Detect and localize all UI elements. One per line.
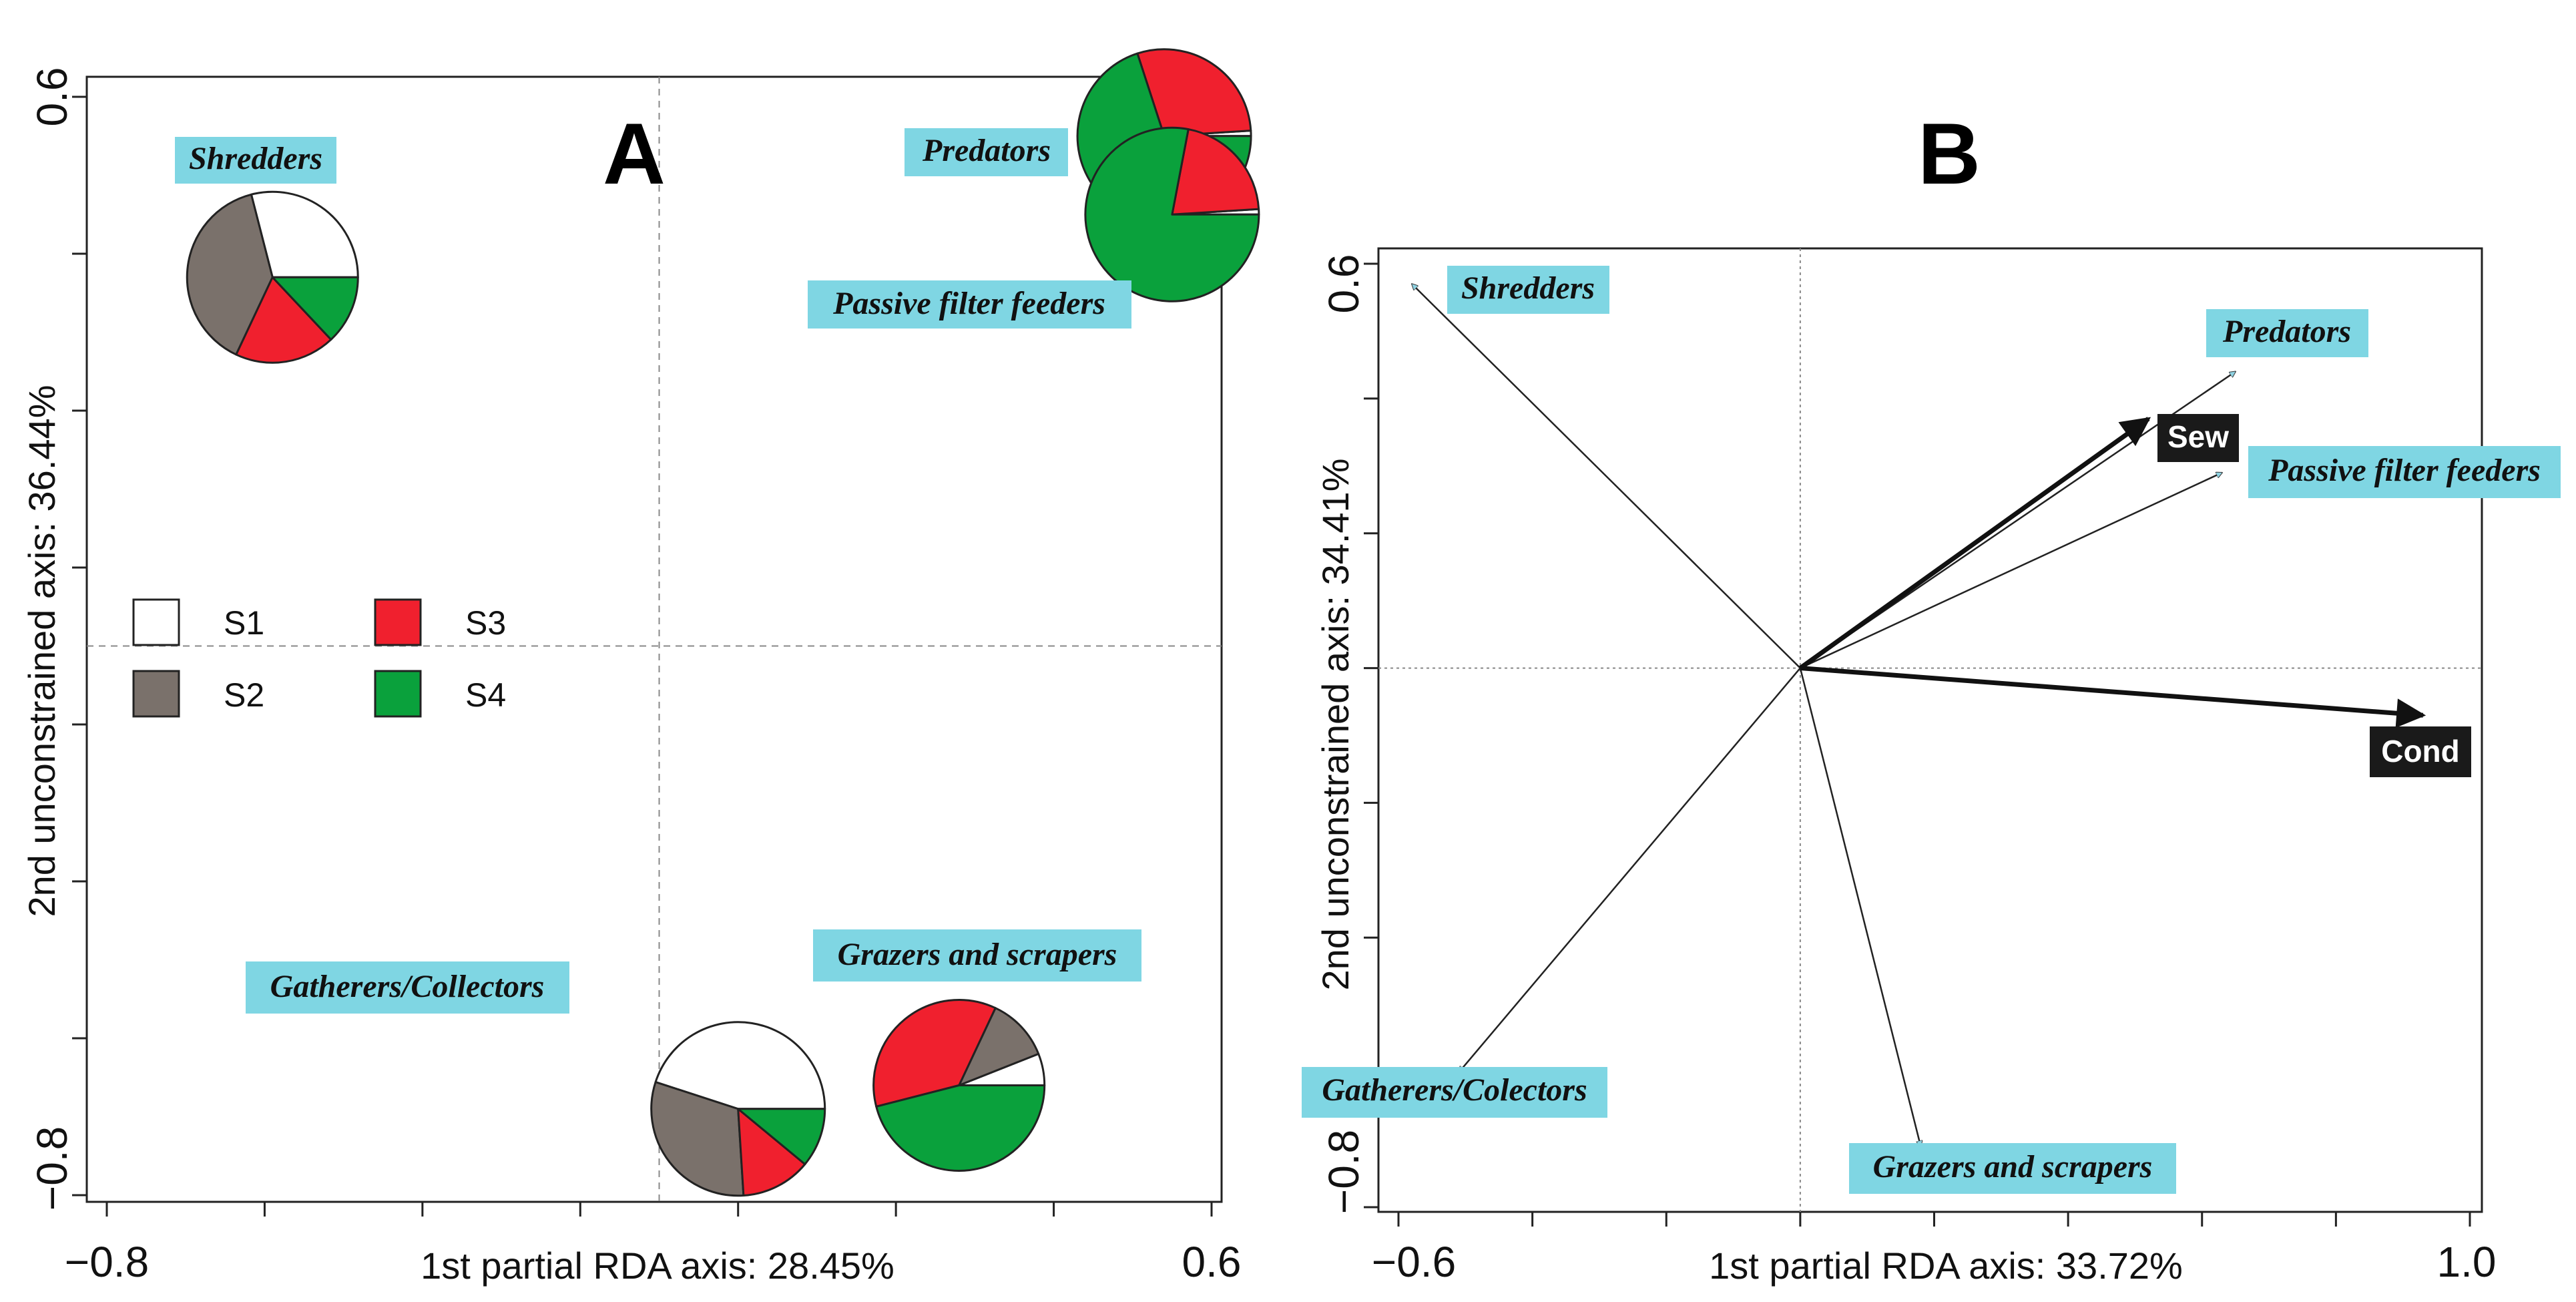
pie-slice-shredders-s4 xyxy=(271,276,359,341)
b-env-label-cond: Cond xyxy=(2370,726,2471,777)
pie-slice-gatherers-collectors-s3 xyxy=(737,1108,806,1197)
pie-shredders xyxy=(186,190,359,364)
pie-slice-predators-s3 xyxy=(1136,48,1252,138)
legend-label-s3: S3 xyxy=(465,604,506,642)
b-label-text-shredders: Shredders xyxy=(1461,270,1595,306)
pie-gatherers-collectors xyxy=(650,1021,826,1197)
b-env-text-cond: Cond xyxy=(2381,734,2460,769)
label-text-gatherers-collectors: Gatherers/Collectors xyxy=(270,969,545,1004)
pie-slice-grazers-and-scrapers-s3 xyxy=(872,999,997,1108)
b-env-bg-sew xyxy=(2157,414,2239,462)
arrow-env-sew xyxy=(1798,417,2151,670)
panel-a-y-tick-max: 0.6 xyxy=(28,67,76,127)
b-label-text-grazers-and-scrapers: Grazers and scrapers xyxy=(1873,1149,2153,1184)
legend-label-s4: S4 xyxy=(465,676,506,714)
panel-b-frame xyxy=(1377,247,2483,1213)
arrow-env-cond xyxy=(1800,666,2426,728)
panel-a: −0.8 0.6 0.6 −0.8 1st partial RDA axis: … xyxy=(21,48,1260,1287)
panel-a-frame xyxy=(85,75,1223,1203)
pie-slice-grazers-and-scrapers-s2 xyxy=(958,1007,1040,1086)
b-env-bg-cond xyxy=(2370,726,2471,777)
legend-swatch-s4 xyxy=(374,670,422,718)
b-label-bg-shredders xyxy=(1447,266,1609,314)
label-text-passive-filter-feeders: Passive filter feeders xyxy=(832,286,1105,321)
pie-slice-passive-filter-feeders-s4 xyxy=(1084,126,1260,302)
panel-b-y-tick-max: 0.6 xyxy=(1320,254,1368,314)
panel-a-x-tick-min: −0.8 xyxy=(65,1238,149,1286)
panel-b-x-axis-label: 1st partial RDA axis: 33.72% xyxy=(1709,1245,2183,1287)
b-label-bg-gatherers-colectors xyxy=(1302,1067,1607,1118)
label-gatherers-collectors: Gatherers/Collectors xyxy=(246,961,569,1014)
pie-slice-gatherers-collectors-s1 xyxy=(654,1021,826,1110)
pie-slice-passive-filter-feeders-s3 xyxy=(1171,128,1260,216)
b-label-text-predators: Predators xyxy=(2222,314,2351,349)
legend-label-s2: S2 xyxy=(224,676,264,714)
legend-label-s1: S1 xyxy=(224,604,264,642)
b-label-passive-filter-feeders: Passive filter feeders xyxy=(2248,446,2561,498)
panel-a-y-axis-label: 2nd unconstrained axis: 36.44% xyxy=(21,385,63,917)
pie-slice-shredders-s1 xyxy=(250,190,359,278)
label-text-shredders: Shredders xyxy=(189,141,322,176)
label-bg-passive-filter-feeders xyxy=(808,280,1131,329)
label-predators: Predators xyxy=(905,128,1068,176)
pie-slice-shredders-s2 xyxy=(186,193,274,356)
arrow-gatherers-colectors xyxy=(1459,667,1801,1073)
legend-swatch-s2 xyxy=(132,670,180,718)
pie-slice-grazers-and-scrapers-s4 xyxy=(875,1084,1046,1172)
label-bg-predators xyxy=(905,128,1068,176)
panel-b-title: B xyxy=(1918,105,1981,202)
legend-swatch-s3 xyxy=(374,598,422,646)
pie-slice-gatherers-collectors-s2 xyxy=(650,1081,745,1197)
b-label-text-gatherers-colectors: Gatherers/Colectors xyxy=(1322,1072,1587,1108)
label-grazers-and-scrapers: Grazers and scrapers xyxy=(813,929,1141,982)
b-label-predators: Predators xyxy=(2206,309,2368,357)
pie-passive-filter-feeders xyxy=(1084,126,1260,302)
legend: S1 S2 S3 S4 xyxy=(132,598,506,718)
b-label-text-passive-filter-feeders: Passive filter feeders xyxy=(2268,453,2541,488)
b-label-bg-passive-filter-feeders xyxy=(2248,446,2561,498)
b-label-bg-predators xyxy=(2206,309,2368,357)
b-env-text-sew: Sew xyxy=(2167,419,2229,454)
panel-b: −0.6 1.0 0.6 −0.8 1st partial RDA axis: … xyxy=(1302,105,2561,1287)
label-passive-filter-feeders: Passive filter feeders xyxy=(808,280,1131,329)
b-label-grazers-and-scrapers: Grazers and scrapers xyxy=(1849,1143,2176,1194)
pie-slice-shredders-s3 xyxy=(235,276,332,364)
label-bg-grazers-and-scrapers xyxy=(813,929,1141,982)
panel-a-ticks xyxy=(72,95,1213,1217)
pie-slice-gatherers-collectors-s4 xyxy=(737,1108,826,1166)
panel-b-x-tick-max: 1.0 xyxy=(2437,1238,2497,1286)
b-env-label-sew: Sew xyxy=(2157,414,2239,462)
panel-b-y-axis-label: 2nd unconstrained axis: 34.41% xyxy=(1314,459,1356,991)
arrow-shredders xyxy=(1412,284,1801,669)
b-label-bg-grazers-and-scrapers xyxy=(1849,1143,2176,1194)
b-label-gatherers-colectors: Gatherers/Colectors xyxy=(1302,1067,1607,1118)
panel-b-x-tick-min: −0.6 xyxy=(1372,1238,1456,1286)
panel-b-y-tick-min: −0.8 xyxy=(1320,1130,1368,1214)
panel-b-arrows xyxy=(1412,284,2426,1147)
legend-swatch-s1 xyxy=(132,598,180,646)
panel-a-x-tick-max: 0.6 xyxy=(1182,1238,1242,1286)
panel-a-title: A xyxy=(603,105,666,202)
label-text-grazers-and-scrapers: Grazers and scrapers xyxy=(838,937,1117,972)
arrow-grazers-and-scrapers xyxy=(1799,668,1921,1147)
arrow-passive-filter-feeders xyxy=(1800,473,2222,669)
pie-grazers-and-scrapers xyxy=(872,999,1046,1172)
label-bg-gatherers-collectors xyxy=(246,961,569,1014)
label-shredders: Shredders xyxy=(175,137,336,184)
label-text-predators: Predators xyxy=(922,133,1051,168)
panel-a-x-axis-label: 1st partial RDA axis: 28.45% xyxy=(421,1245,894,1287)
b-label-shredders: Shredders xyxy=(1447,266,1609,314)
panel-a-y-tick-min: −0.8 xyxy=(28,1126,76,1211)
label-bg-shredders xyxy=(175,137,336,184)
